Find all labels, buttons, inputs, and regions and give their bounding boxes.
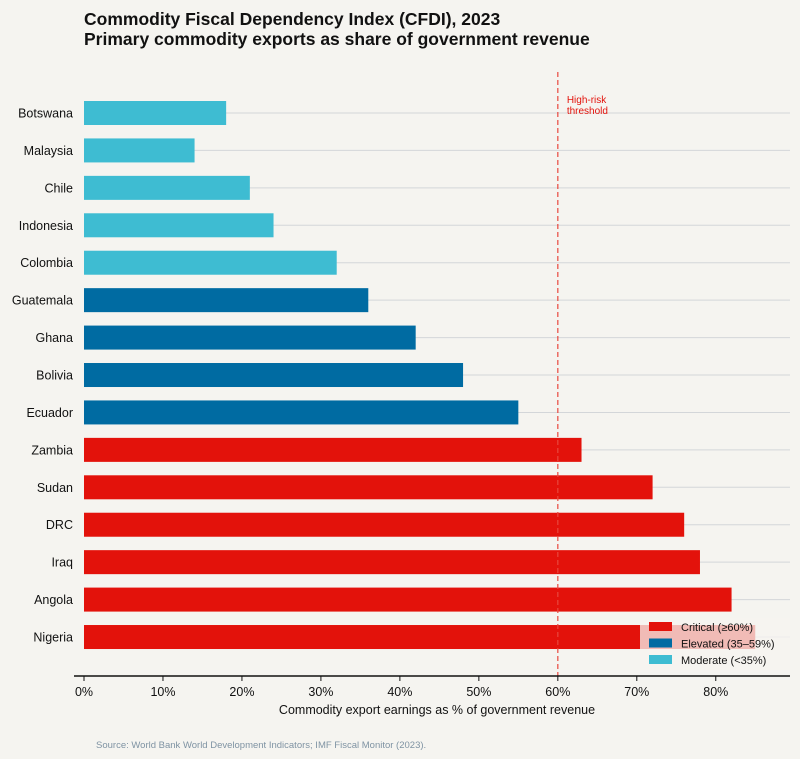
x-tick-label: 20% bbox=[229, 685, 254, 699]
x-tick-label: 0% bbox=[75, 685, 93, 699]
bar-sudan bbox=[84, 475, 653, 500]
category-label: Ghana bbox=[35, 331, 73, 345]
category-label: Colombia bbox=[20, 256, 73, 270]
bar-chile bbox=[84, 175, 250, 200]
bar-drc bbox=[84, 512, 685, 537]
legend-label-critical: Critical (≥60%) bbox=[681, 622, 753, 634]
source-note: Source: World Bank World Development Ind… bbox=[96, 740, 426, 751]
bar-botswana bbox=[84, 101, 227, 125]
category-label: Indonesia bbox=[19, 219, 73, 233]
category-label: Iraq bbox=[51, 556, 73, 570]
category-label: Bolivia bbox=[36, 369, 73, 383]
category-label: DRC bbox=[46, 518, 73, 532]
bar-ecuador bbox=[84, 400, 519, 425]
legend-swatch-elevated bbox=[649, 638, 672, 648]
chart-subtitle: Primary commodity exports as share of go… bbox=[84, 29, 590, 49]
bar-iraq bbox=[84, 550, 700, 575]
bar-guatemala bbox=[84, 288, 369, 313]
category-label: Sudan bbox=[37, 481, 73, 495]
category-label: Nigeria bbox=[33, 631, 73, 645]
x-tick-label: 70% bbox=[624, 685, 649, 699]
legend-swatch-critical bbox=[649, 622, 672, 631]
bar-zambia bbox=[84, 437, 582, 462]
x-tick-label: 30% bbox=[308, 685, 333, 699]
legend-label-elevated: Elevated (35–59%) bbox=[681, 639, 775, 651]
bar-bolivia bbox=[84, 363, 464, 388]
category-label: Zambia bbox=[31, 443, 73, 457]
legend-label-moderate: Moderate (<35%) bbox=[681, 655, 766, 667]
chart-title: Commodity Fiscal Dependency Index (CFDI)… bbox=[84, 9, 501, 29]
x-tick-label: 80% bbox=[703, 685, 728, 699]
category-label: Guatemala bbox=[12, 294, 73, 308]
threshold-label: threshold bbox=[567, 106, 608, 117]
bar-malaysia bbox=[84, 138, 195, 163]
bar-colombia bbox=[84, 250, 337, 275]
category-label: Chile bbox=[45, 181, 74, 195]
x-tick-label: 40% bbox=[387, 685, 412, 699]
legend-swatch-moderate bbox=[649, 655, 672, 664]
category-label: Angola bbox=[34, 593, 73, 607]
x-tick-label: 50% bbox=[466, 685, 491, 699]
threshold-label: High-risk bbox=[567, 95, 607, 106]
x-axis-label: Commodity export earnings as % of govern… bbox=[279, 703, 595, 717]
bar-ghana bbox=[84, 325, 416, 350]
category-label: Botswana bbox=[18, 107, 73, 121]
bar-indonesia bbox=[84, 213, 274, 238]
bar-angola bbox=[84, 587, 732, 612]
category-label: Malaysia bbox=[24, 144, 73, 158]
category-label: Ecuador bbox=[26, 406, 73, 420]
x-tick-label: 10% bbox=[150, 685, 175, 699]
x-tick-label: 60% bbox=[545, 685, 570, 699]
